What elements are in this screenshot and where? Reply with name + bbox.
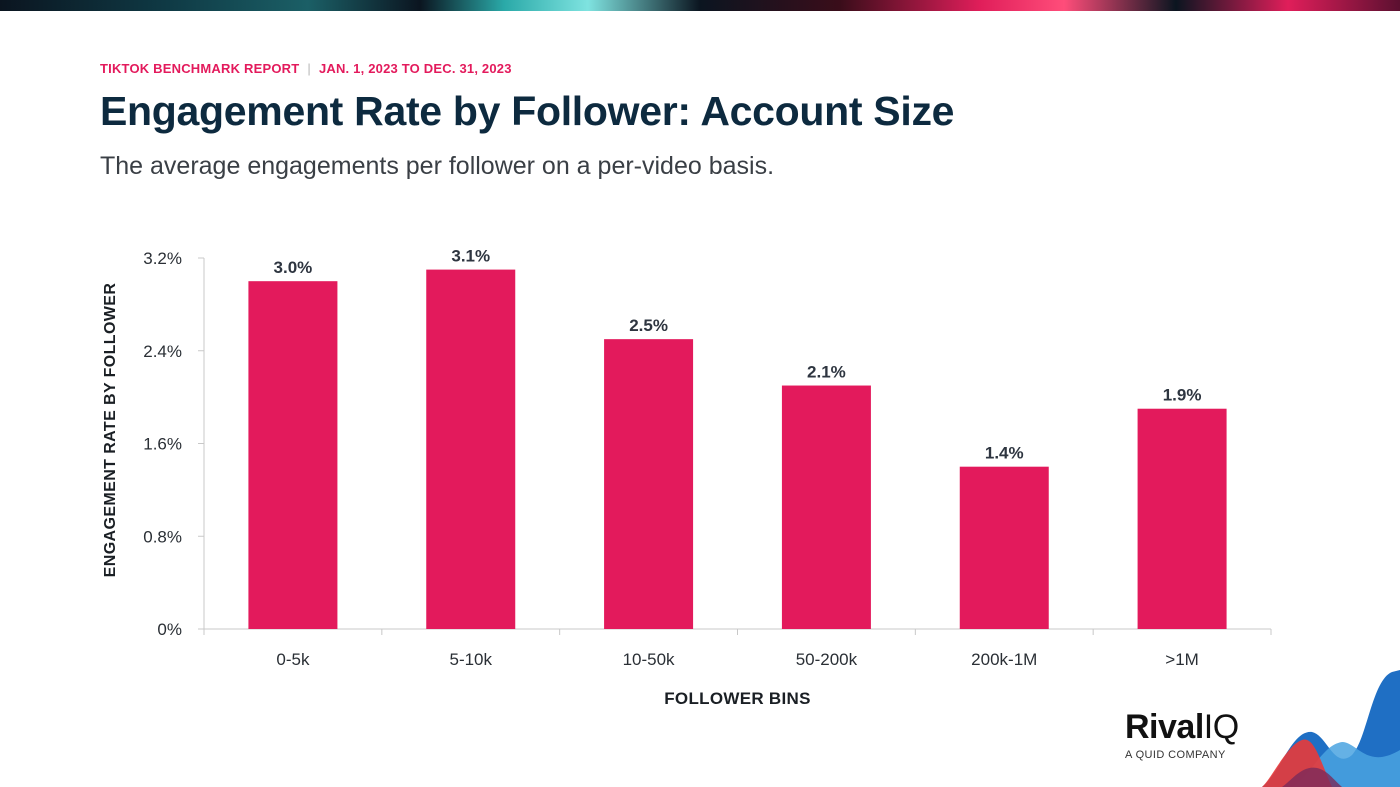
corner-decoration: [1262, 670, 1400, 787]
report-name: TIKTOK BENCHMARK REPORT: [100, 61, 300, 76]
top-decorative-bar: [0, 0, 1400, 11]
x-tick-label: 0-5k: [276, 650, 310, 669]
x-tick-label: 200k-1M: [971, 650, 1037, 669]
bar: [604, 339, 694, 629]
brand-name-part1: Rival: [1125, 708, 1204, 746]
bar-data-label: 1.4%: [985, 444, 1024, 463]
report-eyebrow: TIKTOK BENCHMARK REPORT | JAN. 1, 2023 TO …: [100, 61, 512, 76]
x-tick-label: 10-50k: [623, 650, 675, 669]
bar-data-label: 3.0%: [274, 258, 313, 277]
bar-data-label: 2.5%: [629, 316, 668, 335]
y-tick-label: 1.6%: [143, 435, 182, 454]
page-subtitle: The average engagements per follower on …: [100, 152, 775, 180]
bar: [248, 281, 338, 629]
report-date-range: JAN. 1, 2023 TO DEC. 31, 2023: [318, 61, 512, 76]
bar: [959, 466, 1049, 629]
y-tick-label: 0%: [157, 620, 182, 639]
eyebrow-separator: |: [307, 61, 311, 76]
brand-logo: RivalIQ A QUID COMPANY: [1125, 710, 1239, 761]
y-axis-label-container: ENGAGEMENT RATE BY FOLLOWER: [98, 230, 124, 630]
brand-tagline: A QUID COMPANY: [1125, 749, 1226, 761]
bar: [426, 269, 516, 629]
x-axis-label: FOLLOWER BINS: [664, 689, 811, 708]
bar: [781, 385, 871, 629]
x-tick-label: 5-10k: [449, 650, 492, 669]
y-tick-label: 3.2%: [143, 249, 182, 268]
x-tick-label: >1M: [1165, 650, 1199, 669]
brand-name: RivalIQ: [1125, 710, 1239, 744]
bar: [1137, 408, 1227, 629]
y-tick-label: 0.8%: [143, 527, 182, 546]
bar-data-label: 2.1%: [807, 363, 846, 382]
bar-data-label: 1.9%: [1163, 386, 1202, 405]
bar-data-label: 3.1%: [451, 247, 490, 266]
brand-name-part2: IQ: [1203, 708, 1239, 746]
x-tick-label: 50-200k: [796, 650, 858, 669]
page-title: Engagement Rate by Follower: Account Siz…: [100, 88, 955, 134]
y-axis-label: ENGAGEMENT RATE BY FOLLOWER: [102, 282, 119, 578]
y-tick-label: 2.4%: [143, 342, 182, 361]
